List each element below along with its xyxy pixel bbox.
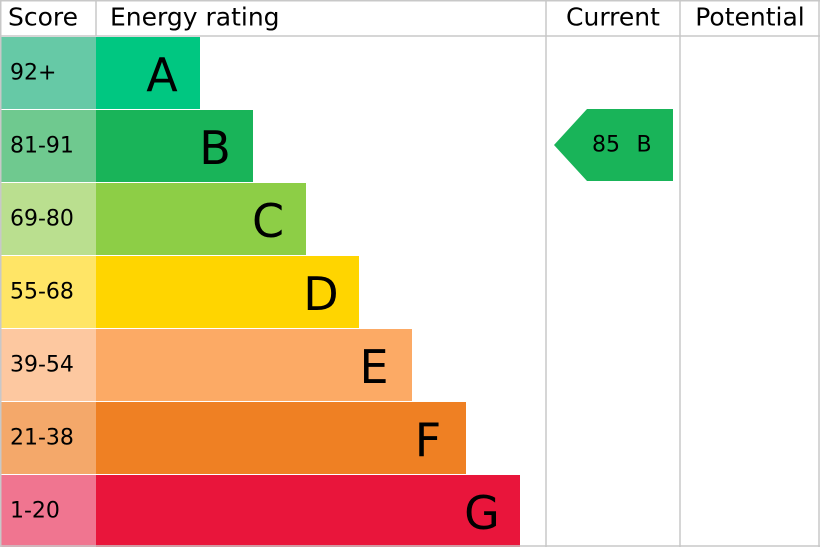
score-cell <box>0 256 96 328</box>
current-indicator: 85 B <box>554 109 673 181</box>
rating-letter: E <box>359 340 388 394</box>
rating-bar <box>96 256 359 328</box>
header-potential: Potential <box>695 3 805 32</box>
rating-letter: C <box>252 194 284 248</box>
score-cell <box>0 402 96 474</box>
rating-letter: A <box>146 48 178 102</box>
score-cell <box>0 329 96 401</box>
rating-bar <box>96 329 412 401</box>
score-label: 1-20 <box>10 499 60 524</box>
current-rating: B <box>636 133 651 158</box>
score-cell <box>0 37 96 109</box>
rating-bar <box>96 37 200 109</box>
header-current: Current <box>566 3 660 32</box>
rating-letter: D <box>303 267 338 321</box>
current-score: 85 <box>592 133 620 158</box>
rating-letter: F <box>415 413 441 467</box>
rating-rows: 92+ A 81-91 B 69-80 C 55-68 D 39-54 E 21-38 F 1-20 G <box>0 37 520 547</box>
score-cell <box>0 110 96 182</box>
score-label: 81-91 <box>10 134 74 159</box>
rating-bar <box>96 110 253 182</box>
rating-bar <box>96 475 520 547</box>
score-label: 39-54 <box>10 353 74 378</box>
score-cell <box>0 183 96 255</box>
rating-bar <box>96 402 466 474</box>
score-label: 69-80 <box>10 207 74 232</box>
header-score: Score <box>8 3 78 32</box>
score-label: 21-38 <box>10 426 74 451</box>
rating-letter: G <box>464 486 500 540</box>
rating-bar <box>96 183 306 255</box>
rating-letter: B <box>199 121 231 175</box>
current-arrow <box>554 109 673 181</box>
header-rating: Energy rating <box>110 3 280 32</box>
score-label: 92+ <box>10 61 56 86</box>
score-cell <box>0 475 96 547</box>
score-label: 55-68 <box>10 280 74 305</box>
